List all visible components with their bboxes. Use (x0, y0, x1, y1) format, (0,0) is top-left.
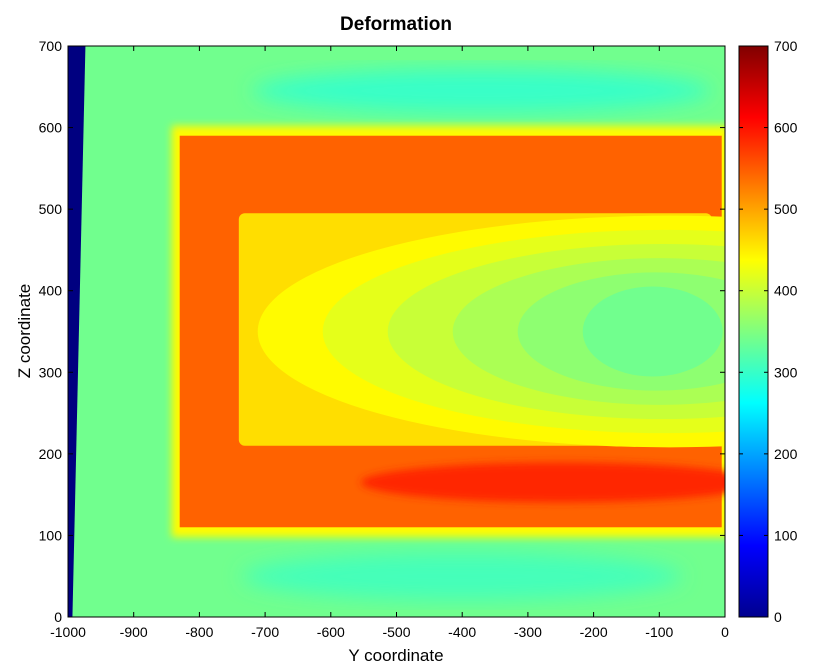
colorbar-ticks: 0 100 200 300 400 500 600 700 (739, 38, 798, 625)
x-tick-label: -300 (514, 624, 542, 640)
colorbar-tick-label: 200 (774, 446, 798, 462)
heatmap-region-upper-outer-zone (251, 68, 712, 113)
colorbar-tick-label: 300 (774, 364, 798, 380)
y-axis-label: Z coordinate (15, 284, 34, 379)
chart-title: Deformation (340, 14, 452, 35)
x-tick-label: -200 (580, 624, 608, 640)
y-tick-label: 400 (39, 283, 63, 299)
y-tick-label: 100 (39, 527, 63, 543)
y-tick-label: 500 (39, 201, 63, 217)
y-tick-label: 600 (39, 120, 63, 136)
x-tick-label: 0 (721, 624, 729, 640)
x-tick-label: -800 (185, 624, 213, 640)
y-axis: 0 100 200 300 400 500 600 700 (39, 38, 725, 625)
x-tick-label: -600 (317, 624, 345, 640)
y-tick-label: 700 (39, 38, 63, 54)
x-axis: -1000 -900 -800 -700 -600 -500 -400 -300 -200 -10… (50, 46, 729, 640)
y-tick-label: 0 (54, 609, 62, 625)
x-tick-label: -100 (645, 624, 673, 640)
x-tick-label: -500 (382, 624, 410, 640)
x-tick-label: -400 (448, 624, 476, 640)
heatmap-region-lower-band-peak (360, 462, 725, 503)
x-axis-label: Y coordinate (348, 646, 443, 665)
y-tick-label: 200 (39, 446, 63, 462)
colorbar-tick-label: 400 (774, 283, 798, 299)
colorbar-tick-label: 0 (774, 609, 782, 625)
colorbar-gradient (738, 45, 769, 618)
heatmap-region-left-edge-band (68, 46, 86, 617)
y-tick-label: 300 (39, 364, 63, 380)
colorbar-tick-label: 100 (774, 527, 798, 543)
x-tick-label: -900 (120, 624, 148, 640)
colorbar-tick-label: 700 (774, 38, 798, 54)
plot-area (68, 46, 725, 617)
x-tick-label: -1000 (50, 624, 86, 640)
colorbar-tick-label: 500 (774, 201, 798, 217)
heatmap-contour-level (582, 286, 723, 377)
heatmap-region-lower-outer-zone (242, 552, 683, 601)
x-tick-label: -700 (251, 624, 279, 640)
colorbar: 0 100 200 300 400 500 600 700 (738, 38, 798, 625)
colorbar-tick-label: 600 (774, 120, 798, 136)
